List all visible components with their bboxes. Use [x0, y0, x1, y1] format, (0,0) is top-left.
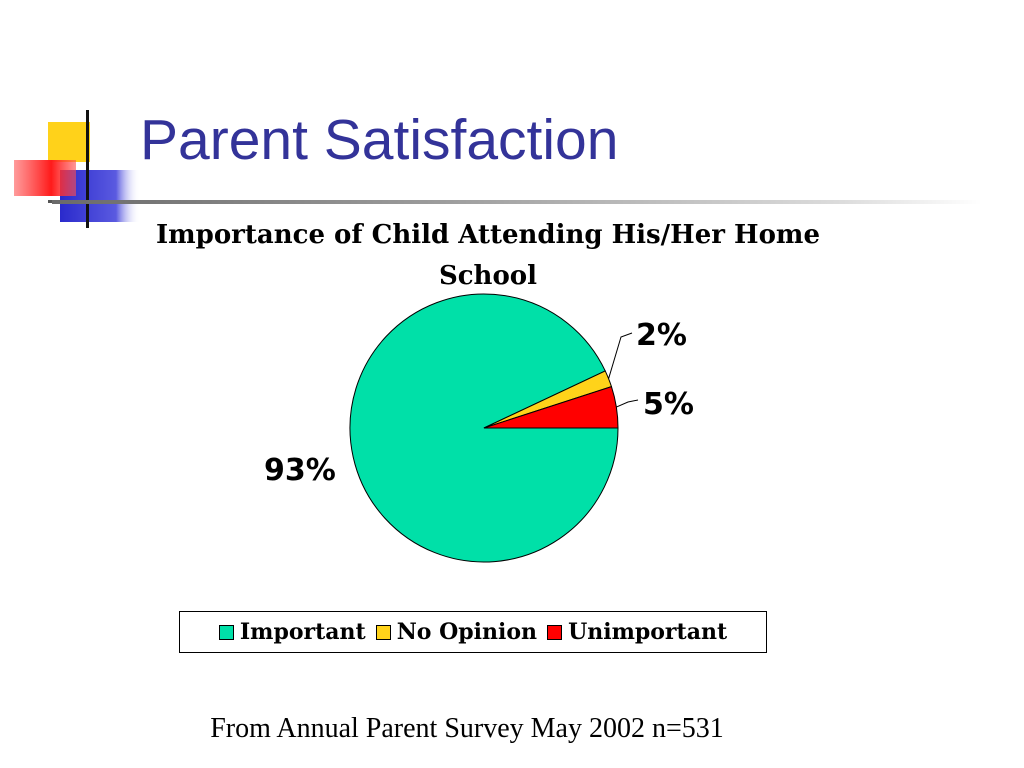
data-label-no-opinion: 2%	[636, 318, 687, 353]
data-label-unimportant: 5%	[643, 387, 694, 422]
leader-line-no-opinion	[608, 332, 633, 379]
legend-label-unimportant: Unimportant	[568, 619, 728, 645]
title-divider	[52, 200, 982, 204]
legend-item-no-opinion: No Opinion	[375, 619, 538, 645]
legend-item-unimportant: Unimportant	[547, 619, 727, 645]
legend-swatch-no-opinion	[375, 624, 391, 640]
chart-title: Importance of Child Attending His/Her Ho…	[155, 220, 820, 291]
leader-line-unimportant	[616, 399, 639, 408]
slide-title: Parent Satisfaction	[140, 108, 619, 172]
data-label-important: 93%	[264, 453, 336, 488]
legend-item-important: Important	[218, 619, 366, 645]
source-footnote: From Annual Parent Survey May 2002 n=531	[210, 713, 724, 744]
chart-legend: Important No Opinion Unimportant	[179, 611, 767, 653]
slide-logo-icon	[14, 110, 160, 228]
legend-swatch-unimportant	[547, 624, 563, 640]
legend-swatch-important	[218, 624, 234, 640]
legend-label-no-opinion: No Opinion	[396, 619, 538, 645]
pie-slice-unimportant	[483, 385, 619, 429]
legend-label-important: Important	[239, 619, 366, 645]
